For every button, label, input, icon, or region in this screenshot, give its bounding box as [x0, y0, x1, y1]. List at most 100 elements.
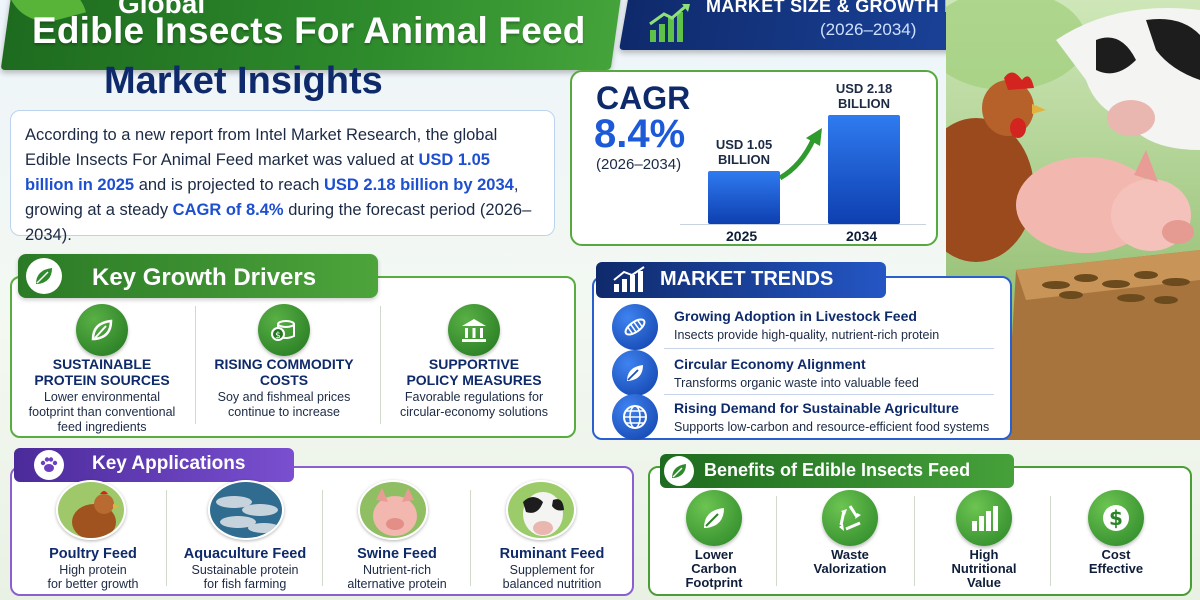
sustainable-leaf-icon	[76, 304, 128, 356]
benefit-label-1c: Footprint	[685, 575, 743, 590]
driver-desc-2a: Soy and fishmeal prices	[217, 390, 351, 404]
market-trends-header	[596, 262, 886, 298]
driver-desc-3b: circular-economy solutions	[400, 405, 548, 419]
app-desc-4: Supplement for balanced nutrition	[474, 563, 630, 591]
leaf-icon	[612, 350, 658, 396]
farm-animals-image	[946, 0, 1200, 440]
poultry-photo	[56, 480, 126, 540]
app-desc-1b: for better growth	[47, 577, 139, 591]
cagr-value: 8.4%	[594, 112, 686, 156]
chart-bar-2025	[708, 171, 780, 224]
divider	[195, 306, 196, 424]
app-desc-1: High protein for better growth	[20, 563, 166, 591]
benefit-label-3a: High	[969, 547, 999, 562]
benefit-label-2a: Waste	[831, 547, 869, 562]
svg-text:$: $	[1109, 506, 1123, 530]
trend-title-2: Circular Economy Alignment	[674, 356, 866, 372]
intro-paragraph: According to a new report from Intel Mar…	[10, 110, 555, 244]
trend-title-1: Growing Adoption in Livestock Feed	[674, 308, 917, 324]
driver-desc-1b: footprint than conventional	[28, 405, 176, 419]
pig-photo	[358, 480, 428, 540]
applications-title: Key Applications	[92, 453, 246, 474]
divider	[470, 490, 471, 586]
intro-text-3: , growing at a steady	[25, 176, 519, 219]
growth-drivers-panel	[10, 276, 576, 438]
driver-desc-1c: feed ingredients	[57, 420, 147, 434]
driver-desc-3a: Favorable regulations for	[404, 390, 544, 404]
page-title: Edible Insects For Animal Feed	[32, 10, 586, 51]
driver-title-1a: SUSTAINABLE	[52, 356, 152, 372]
app-desc-4a: Supplement for	[509, 563, 595, 577]
growth-drivers-header	[18, 254, 378, 298]
chart-category-2034: 2034	[846, 228, 878, 244]
carbon-leaf-icon	[686, 490, 742, 546]
driver-title-3b: POLICY MEASURES	[406, 372, 542, 388]
chart-bar-2034	[828, 115, 900, 224]
app-desc-1a: High protein	[59, 563, 127, 577]
intro-value-2034: USD 2.18 billion by 2034	[324, 176, 514, 194]
app-desc-3a: Nutrient-rich	[362, 563, 432, 577]
benefit-label-4b: Effective	[1088, 561, 1144, 576]
coins-icon: $	[258, 304, 310, 356]
growth-drivers-title: Key Growth Drivers	[92, 264, 317, 291]
trend-desc-2: Transforms organic waste into valuable f…	[674, 376, 919, 390]
globe-icon	[612, 394, 658, 440]
trend-desc-1: Insects provide high-quality, nutrient-r…	[674, 328, 940, 342]
benefit-label-3: High Nutritional Value	[934, 548, 1034, 590]
divider	[380, 306, 381, 424]
app-title-1: Poultry Feed	[49, 546, 137, 562]
benefit-label-2b: Valorization	[813, 561, 887, 576]
market-trends-title: MARKET TRENDS	[660, 268, 834, 290]
paw-icon	[34, 450, 64, 480]
forecast-period: (2026–2034)	[820, 20, 917, 39]
driver-title-2b: COSTS	[259, 372, 309, 388]
benefit-label-2: Waste Valorization	[800, 548, 900, 576]
divider	[914, 496, 915, 586]
intro-text-4: during the forecast period (2026–2034).	[25, 201, 532, 244]
growth-chart-icon	[649, 4, 690, 42]
driver-title-1b: PROTEIN SOURCES	[34, 372, 170, 388]
driver-desc-2b: continue to increase	[228, 405, 340, 419]
cagr-period: (2026–2034)	[596, 156, 682, 173]
trend-chart-icon	[613, 266, 645, 292]
trend-desc-3: Supports low-carbon and resource-efficie…	[674, 420, 990, 434]
divider	[322, 490, 323, 586]
divider	[1050, 496, 1051, 586]
government-building-icon	[448, 304, 500, 356]
driver-desc-2: Soy and fishmeal prices continue to incre…	[204, 390, 364, 420]
intro-text-2: and is projected to reach	[134, 176, 324, 194]
driver-title-1: SUSTAINABLE PROTEIN SOURCES	[22, 356, 182, 388]
app-desc-2b: for fish farming	[203, 577, 287, 591]
benefit-label-4a: Cost	[1101, 547, 1131, 562]
app-desc-3: Nutrient-rich alternative protein	[326, 563, 468, 591]
driver-desc-3: Favorable regulations for circular-econom…	[384, 390, 564, 420]
trend-title-3: Rising Demand for Sustainable Agricultur…	[674, 400, 959, 416]
benefit-label-1a: Lower	[694, 547, 734, 562]
app-desc-2: Sustainable protein for fish farming	[170, 563, 320, 591]
chart-value-label-2034: USD 2.18 BILLION	[835, 81, 893, 111]
leaf-icon	[664, 456, 694, 486]
benefit-label-4: Cost Effective	[1066, 548, 1166, 576]
title-top: Global	[118, 0, 206, 19]
market-trends-panel	[592, 276, 1012, 440]
growth-arrow-icon	[778, 128, 822, 181]
leaf-icon	[26, 258, 62, 294]
app-title-4: Ruminant Feed	[499, 546, 605, 562]
recycle-icon	[822, 490, 878, 546]
benefit-label-3b: Nutritional	[951, 561, 1017, 576]
divider	[776, 496, 777, 586]
driver-desc-1a: Lower environmental	[43, 390, 161, 404]
driver-desc-1: Lower environmental footprint than conven…	[22, 390, 182, 435]
fish-photo	[208, 480, 284, 540]
benefits-header	[660, 454, 1014, 488]
driver-title-2a: RISING COMMODITY	[214, 356, 354, 372]
driver-title-3a: SUPPORTIVE	[428, 356, 520, 372]
chart-axis	[680, 224, 926, 225]
benefit-label-3c: Value	[967, 575, 1001, 590]
chart-value-label-2025: USD 1.05 BILLION	[715, 137, 773, 167]
divider	[166, 490, 167, 586]
svg-text:$: $	[275, 331, 281, 341]
chart-category-2025: 2025	[726, 228, 758, 244]
divider	[664, 394, 994, 395]
benefits-title: Benefits of Edible Insects Feed	[704, 460, 971, 480]
